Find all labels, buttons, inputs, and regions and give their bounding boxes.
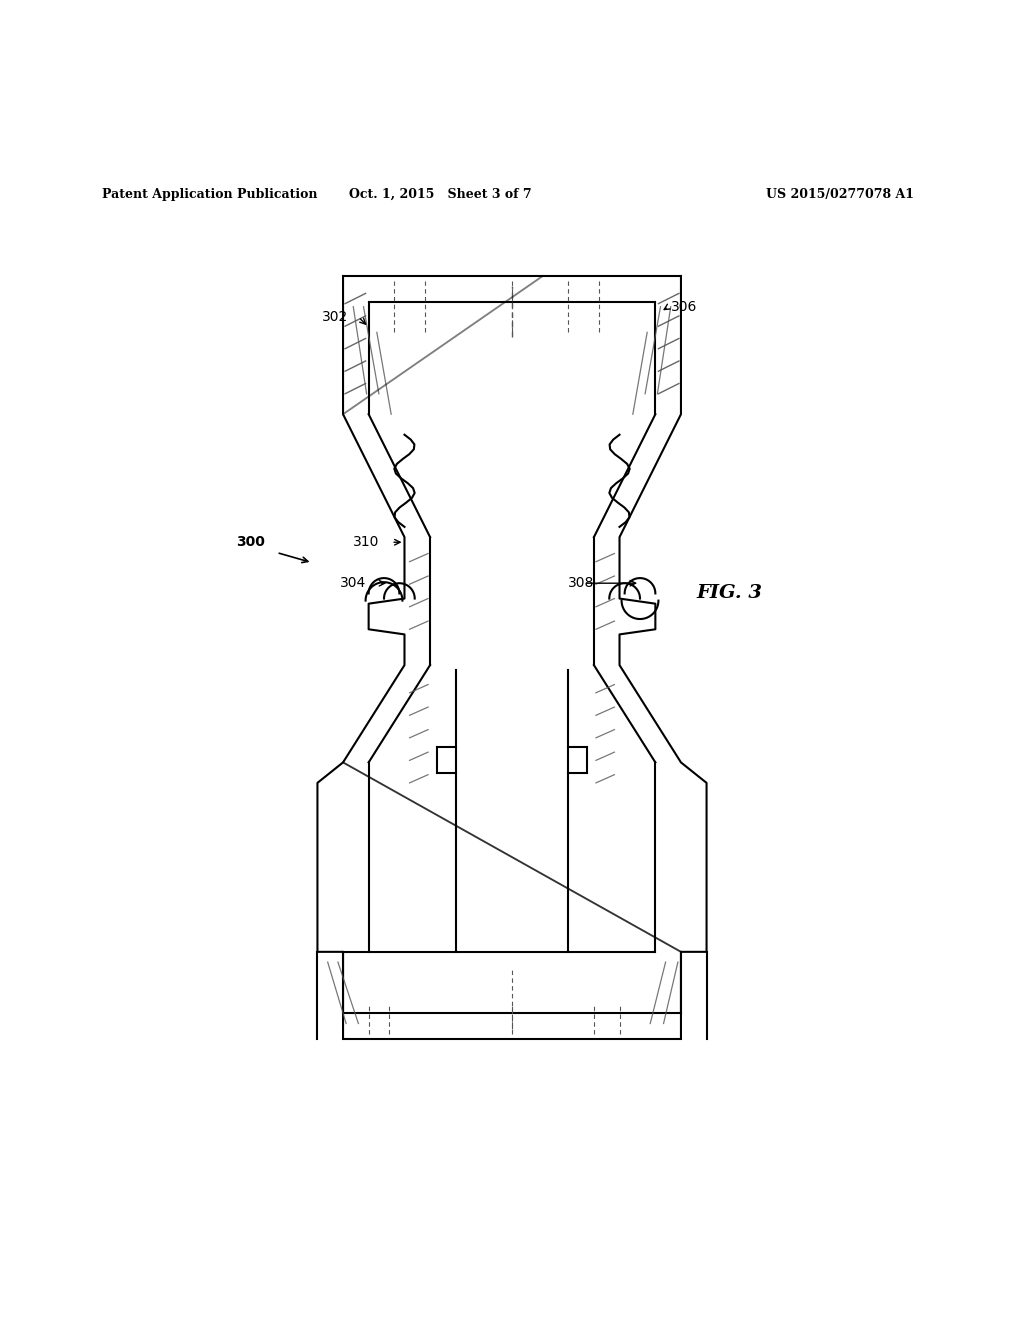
Text: FIG. 3: FIG. 3 [696,585,762,602]
Text: 306: 306 [671,300,697,314]
Text: 300: 300 [237,535,265,549]
Text: Patent Application Publication: Patent Application Publication [102,187,317,201]
Text: 308: 308 [568,577,595,590]
Text: 310: 310 [352,535,379,549]
Text: 302: 302 [322,310,348,323]
Text: US 2015/0277078 A1: US 2015/0277078 A1 [766,187,913,201]
Text: Oct. 1, 2015   Sheet 3 of 7: Oct. 1, 2015 Sheet 3 of 7 [349,187,531,201]
Text: 304: 304 [340,577,367,590]
